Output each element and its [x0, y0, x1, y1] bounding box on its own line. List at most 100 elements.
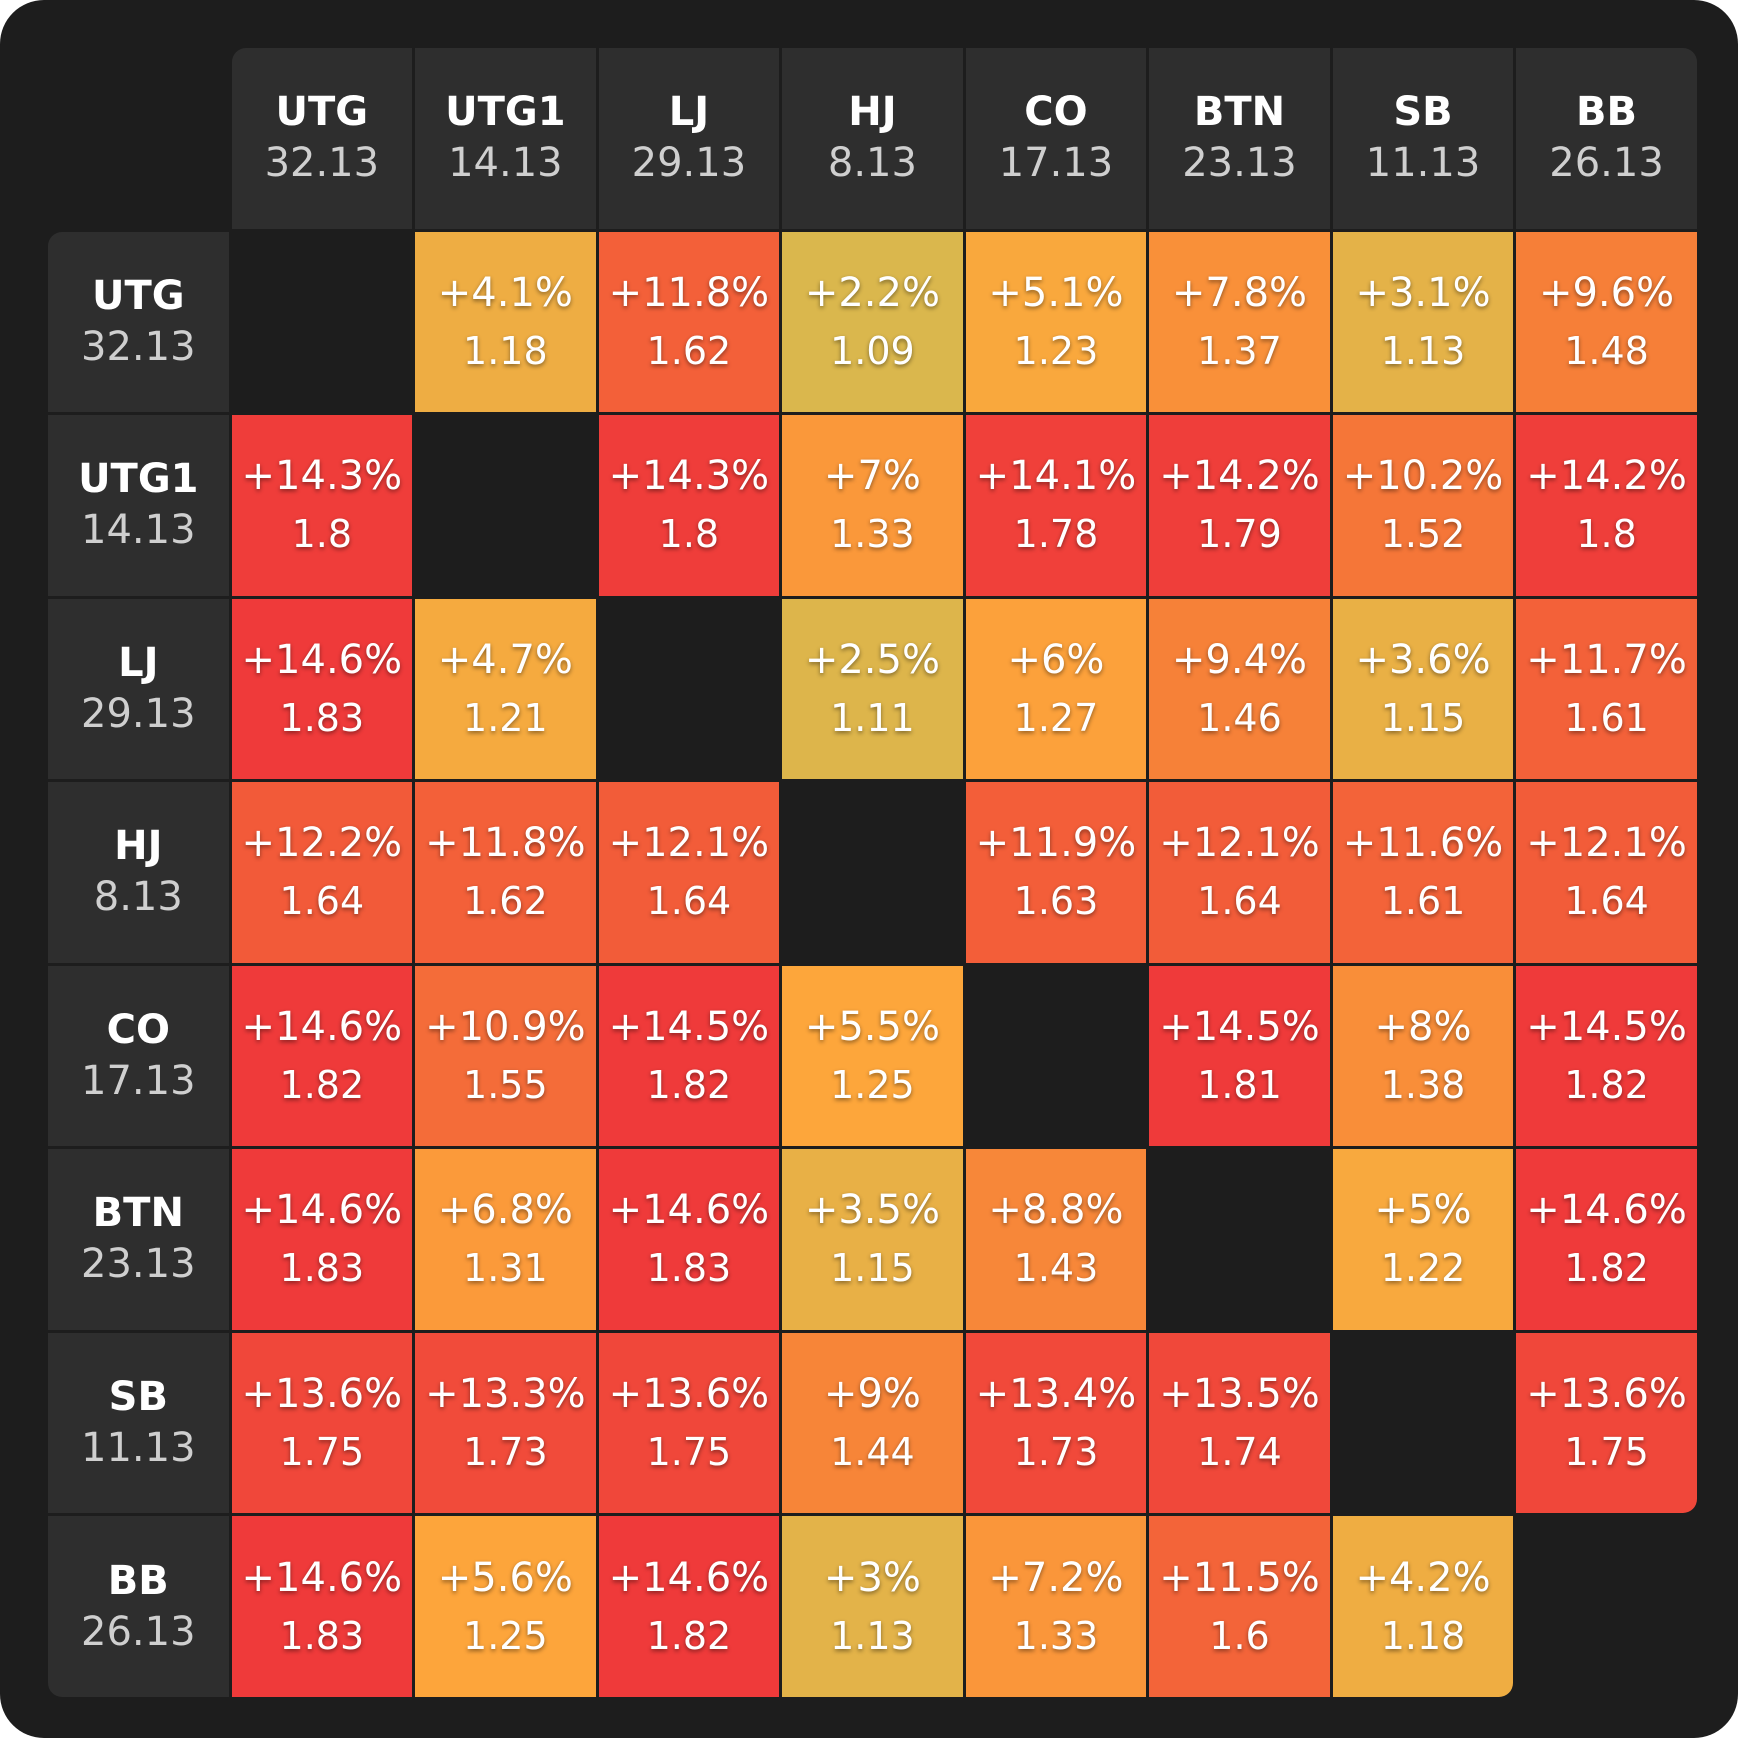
edge-percent: +10.9%: [425, 1003, 586, 1050]
row-header-sb: SB 11.13: [48, 1332, 229, 1514]
heat-cell-co-vs-bb: +14.5% 1.82: [1516, 965, 1697, 1147]
heat-cell-utg-vs-co: +5.1% 1.23: [965, 231, 1147, 413]
edge-percent: +9.4%: [1171, 636, 1308, 683]
edge-multiplier: 1.18: [463, 328, 548, 373]
heat-cell-utg-vs-hj: +2.2% 1.09: [782, 231, 963, 413]
edge-percent: +14.5%: [608, 1003, 770, 1050]
edge-percent: +10.2%: [1342, 453, 1504, 500]
heat-cell-hj-vs-utg: +12.2% 1.64: [231, 782, 413, 963]
edge-multiplier: 1.64: [1564, 879, 1649, 924]
heat-cell-btn-vs-hj: +3.5% 1.15: [782, 1149, 963, 1330]
edge-multiplier: 1.13: [830, 1613, 915, 1658]
heat-cell-utg1-vs-btn: +14.2% 1.79: [1149, 415, 1330, 596]
edge-multiplier: 1.82: [646, 1062, 732, 1107]
edge-percent: +11.6%: [1342, 820, 1504, 867]
edge-multiplier: 1.8: [658, 512, 720, 557]
edge-multiplier: 1.13: [1380, 328, 1466, 373]
edge-multiplier: 1.83: [279, 1246, 365, 1291]
heat-cell-co-vs-btn: +14.5% 1.81: [1149, 965, 1330, 1147]
diagonal-empty-cell: [599, 599, 780, 780]
edge-percent: +11.8%: [425, 820, 586, 867]
edge-percent: +13.6%: [1526, 1371, 1687, 1418]
heat-cell-btn-vs-utg: +14.6% 1.83: [231, 1149, 413, 1330]
edge-percent: +13.5%: [1159, 1371, 1320, 1418]
edge-percent: +13.4%: [975, 1371, 1137, 1418]
heat-cell-co-vs-utg1: +10.9% 1.55: [415, 965, 596, 1147]
position-name: SB: [1393, 89, 1453, 136]
heat-cell-btn-vs-sb: +5% 1.22: [1332, 1149, 1514, 1330]
position-value: 32.13: [81, 323, 196, 370]
column-header-utg: UTG 32.13: [231, 48, 413, 229]
edge-percent: +4.1%: [437, 269, 573, 316]
heat-cell-bb-vs-utg1: +5.6% 1.25: [415, 1516, 596, 1697]
edge-multiplier: 1.81: [1197, 1062, 1282, 1107]
heat-cell-lj-vs-hj: +2.5% 1.11: [782, 598, 963, 780]
heat-cell-utg1-vs-hj: +7% 1.33: [782, 415, 963, 596]
edge-multiplier: 1.79: [1197, 512, 1282, 557]
position-name: BTN: [1193, 89, 1286, 136]
position-name: UTG1: [78, 456, 199, 503]
edge-percent: +14.2%: [1526, 453, 1687, 500]
heat-cell-utg1-vs-lj: +14.3% 1.8: [598, 415, 780, 596]
position-name: UTG: [91, 272, 185, 319]
heat-cell-utg1-vs-utg: +14.3% 1.8: [231, 415, 413, 596]
edge-percent: +5.1%: [988, 269, 1124, 316]
edge-percent: +11.9%: [975, 820, 1137, 867]
row-header-bb: BB 26.13: [48, 1516, 229, 1697]
edge-multiplier: 1.11: [830, 695, 915, 740]
heat-cell-bb-vs-btn: +11.5% 1.6: [1149, 1516, 1330, 1697]
edge-percent: +14.6%: [241, 636, 403, 683]
diagonal-empty-cell: [1149, 1149, 1330, 1330]
edge-multiplier: 1.46: [1197, 695, 1282, 740]
position-name: HJ: [114, 823, 163, 870]
edge-multiplier: 1.27: [1013, 695, 1099, 740]
edge-percent: +6.8%: [437, 1187, 573, 1234]
edge-percent: +5.6%: [437, 1554, 573, 1601]
heat-cell-hj-vs-bb: +12.1% 1.64: [1516, 782, 1697, 963]
edge-percent: +11.8%: [608, 269, 770, 316]
heat-cell-co-vs-utg: +14.6% 1.82: [231, 965, 413, 1147]
edge-percent: +14.6%: [241, 1187, 403, 1234]
edge-multiplier: 1.82: [646, 1613, 732, 1658]
edge-percent: +13.6%: [608, 1371, 770, 1418]
heat-cell-bb-vs-sb: +4.2% 1.18: [1332, 1516, 1514, 1697]
edge-percent: +12.2%: [241, 820, 403, 867]
edge-percent: +14.6%: [1526, 1187, 1687, 1234]
edge-multiplier: 1.09: [830, 328, 915, 373]
heat-cell-lj-vs-sb: +3.6% 1.15: [1332, 598, 1514, 780]
heat-cell-sb-vs-lj: +13.6% 1.75: [598, 1332, 780, 1514]
edge-percent: +12.1%: [1526, 820, 1687, 867]
edge-multiplier: 1.83: [279, 1613, 365, 1658]
edge-percent: +11.7%: [1526, 636, 1687, 683]
edge-percent: +14.6%: [241, 1003, 403, 1050]
heat-cell-utg-vs-bb: +9.6% 1.48: [1516, 231, 1697, 413]
edge-percent: +13.6%: [241, 1371, 403, 1418]
row-header-lj: LJ 29.13: [48, 598, 229, 780]
edge-multiplier: 1.21: [463, 695, 548, 740]
edge-multiplier: 1.25: [463, 1613, 548, 1658]
edge-multiplier: 1.48: [1564, 328, 1649, 373]
edge-percent: +5.5%: [804, 1003, 940, 1050]
diagonal-empty-cell: [1333, 1333, 1514, 1514]
edge-percent: +11.5%: [1159, 1554, 1320, 1601]
row-header-co: CO 17.13: [48, 965, 229, 1147]
heat-cell-bb-vs-hj: +3% 1.13: [782, 1516, 963, 1697]
corner-cell: [48, 48, 229, 229]
edge-percent: +8%: [1374, 1003, 1472, 1050]
edge-percent: +14.3%: [241, 453, 403, 500]
column-header-hj: HJ 8.13: [782, 48, 963, 229]
heat-cell-btn-vs-lj: +14.6% 1.83: [598, 1149, 780, 1330]
edge-multiplier: 1.64: [646, 879, 732, 924]
heat-cell-btn-vs-utg1: +6.8% 1.31: [415, 1149, 596, 1330]
heat-cell-hj-vs-co: +11.9% 1.63: [965, 782, 1147, 963]
heat-cell-utg-vs-lj: +11.8% 1.62: [598, 231, 780, 413]
edge-percent: +6%: [1007, 636, 1105, 683]
edge-multiplier: 1.73: [463, 1430, 548, 1475]
edge-percent: +13.3%: [425, 1371, 586, 1418]
edge-multiplier: 1.75: [646, 1430, 732, 1475]
heat-cell-bb-vs-lj: +14.6% 1.82: [598, 1516, 780, 1697]
edge-multiplier: 1.38: [1380, 1062, 1466, 1107]
edge-multiplier: 1.15: [1380, 695, 1466, 740]
position-name: CO: [106, 1006, 170, 1053]
edge-percent: +5%: [1374, 1187, 1472, 1234]
